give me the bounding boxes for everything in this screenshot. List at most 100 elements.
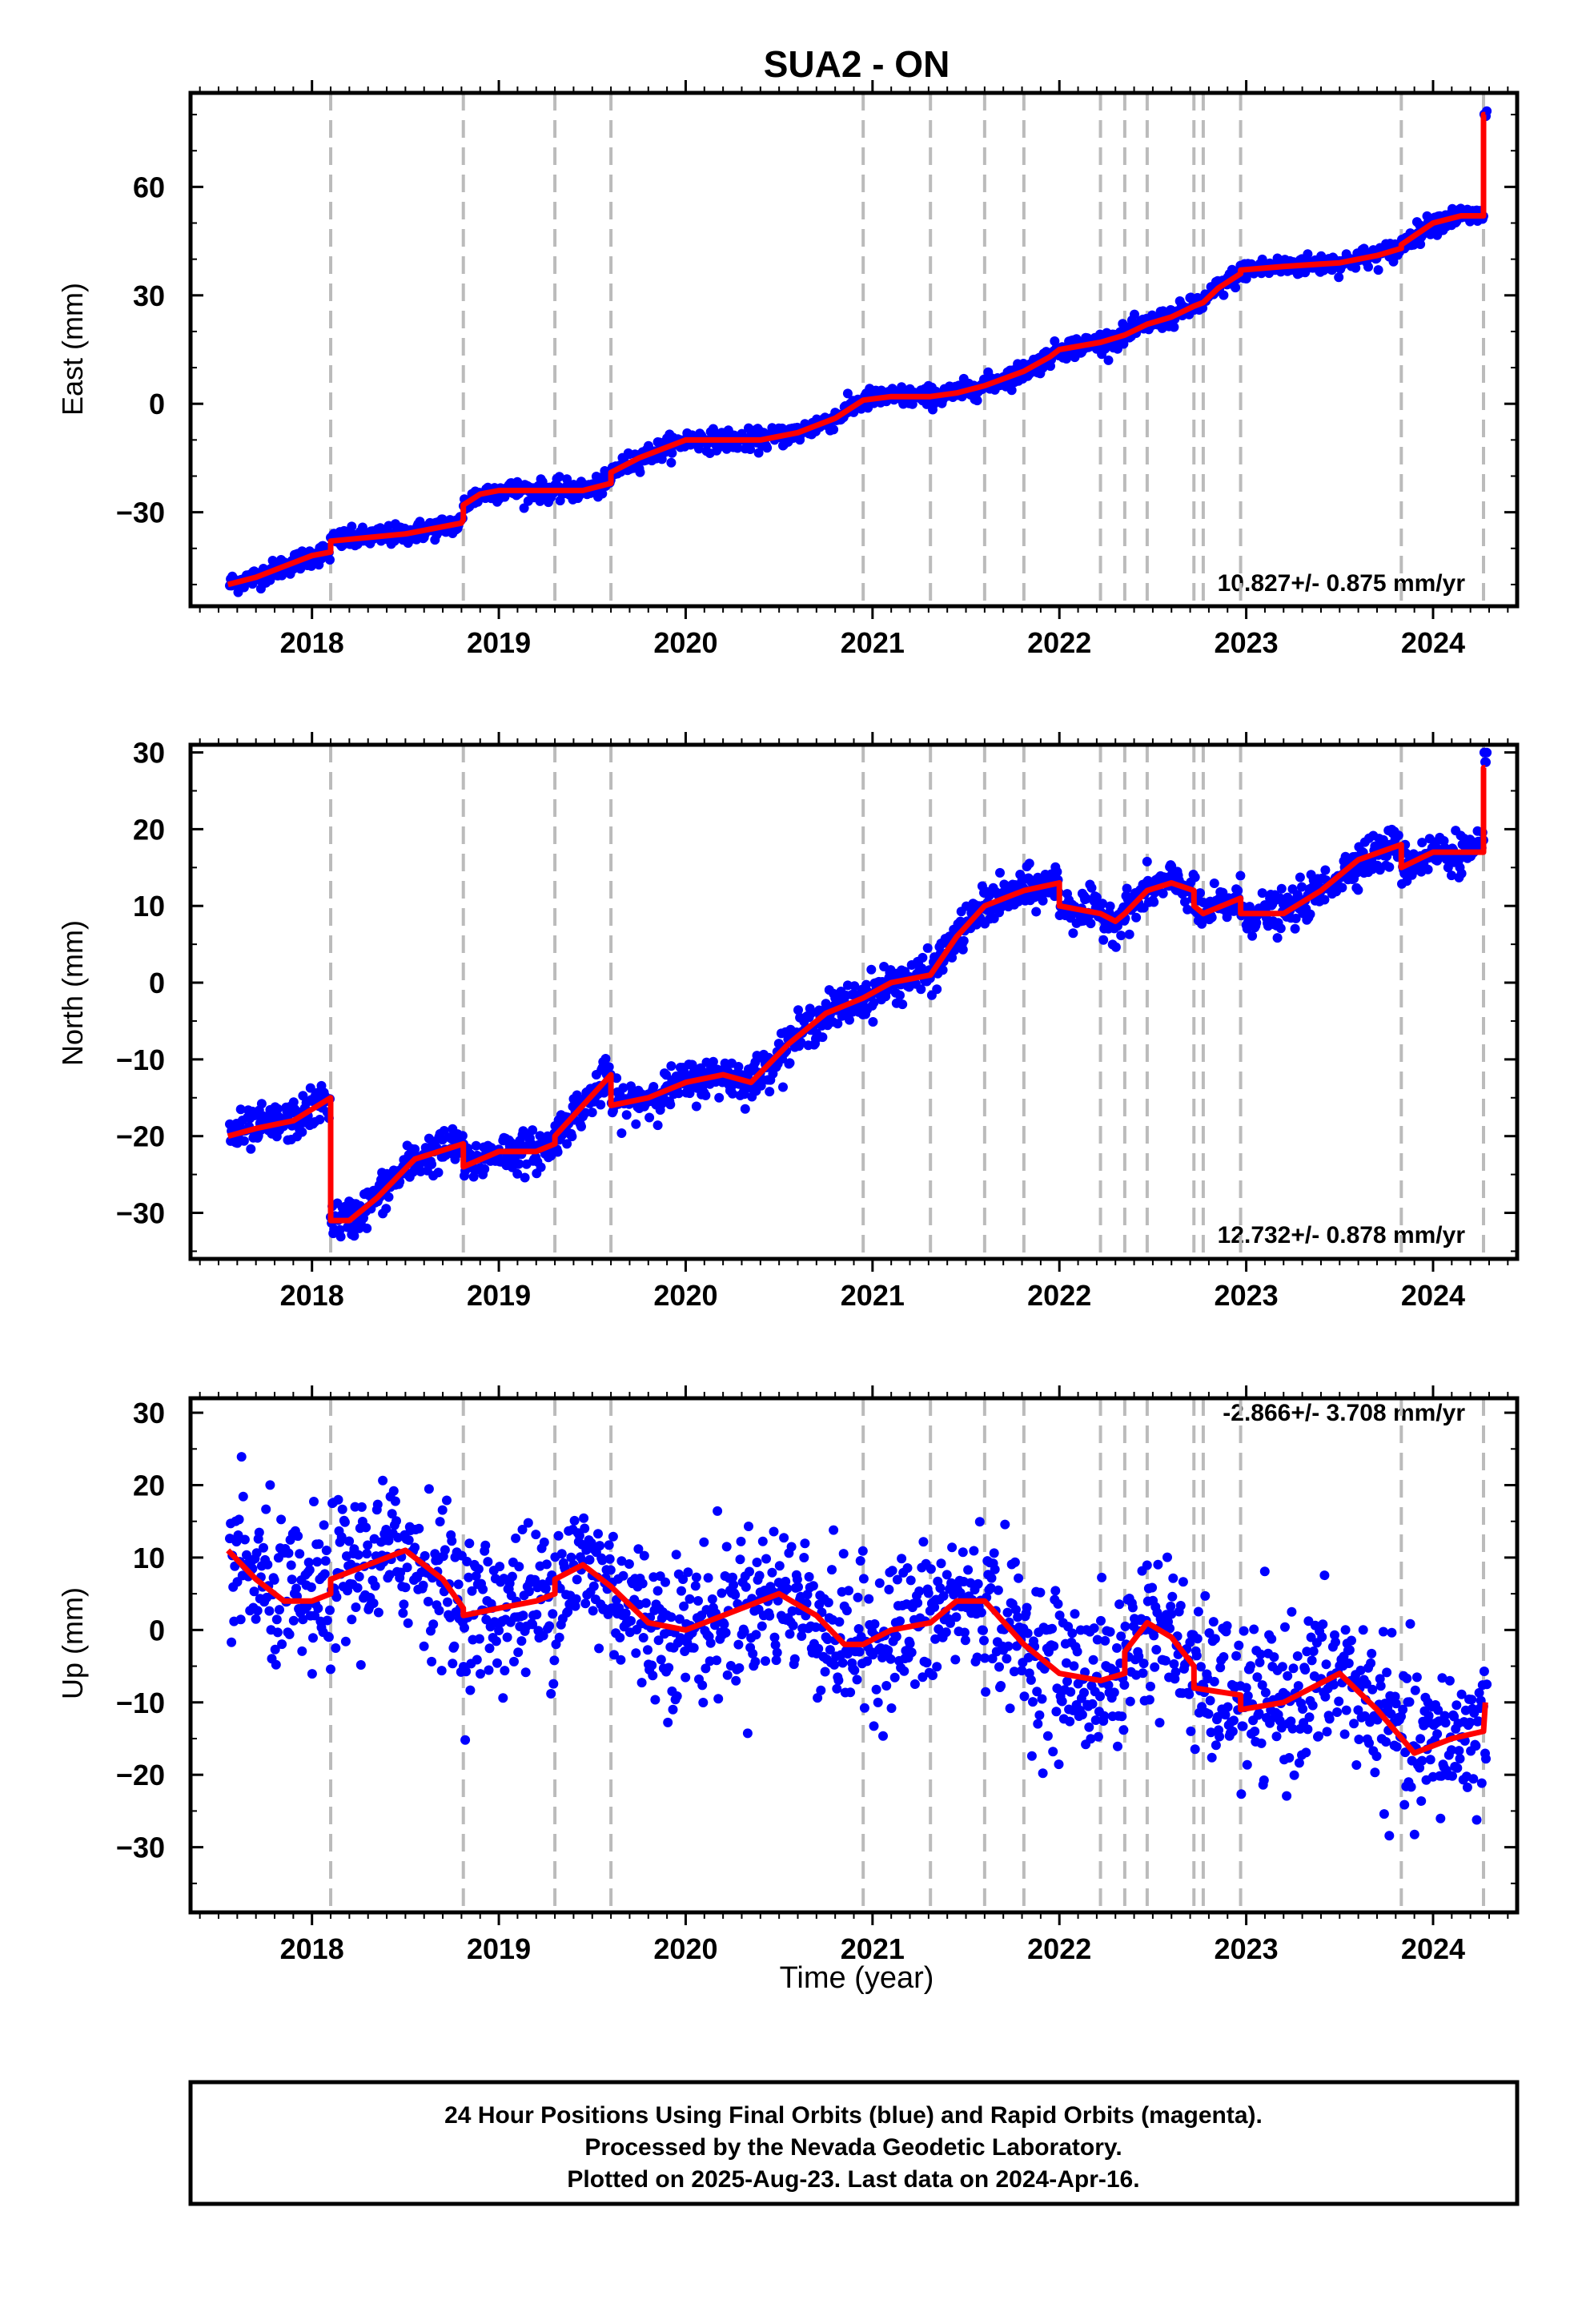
up-data-point-272 [453,1579,464,1590]
north-data-point-1323 [1337,883,1347,893]
up-data-point-1035 [1095,1691,1105,1702]
up-data-point-1168 [1207,1752,1217,1763]
north-xtick-label: 2021 [841,1279,905,1312]
up-data-point-45 [263,1559,273,1570]
up-data-point-1451 [1444,1675,1455,1686]
up-data-point-1231 [1259,1566,1270,1577]
up-data-point-256 [440,1545,450,1555]
north-data-point-186 [381,1204,391,1214]
up-data-point-364 [531,1530,541,1540]
east-data-point-350 [519,503,529,513]
up-data-point-18 [239,1534,250,1545]
north-ytick-label: 10 [133,890,165,923]
east-data-point-619 [745,444,756,454]
up-data-point-1359 [1367,1684,1378,1695]
east-data-point-1319 [1334,272,1344,283]
up-data-point-392 [554,1632,564,1642]
north-data-point-1024 [1086,919,1096,929]
up-data-point-195 [388,1486,399,1496]
up-data-point-532 [672,1691,682,1701]
up-data-point-1014 [1077,1710,1087,1720]
up-data-point-607 [735,1554,745,1565]
up-data-point-1340 [1351,1760,1362,1770]
up-data-point-1416 [1415,1734,1426,1744]
up-data-point-754 [858,1574,869,1584]
up-data-point-1417 [1416,1796,1427,1806]
up-data-point-949 [1022,1628,1033,1638]
up-data-point-562 [697,1680,708,1691]
up-data-point-683 [799,1553,809,1562]
up-data-point-1343 [1354,1735,1364,1744]
up-data-point-154 [354,1571,364,1582]
up-data-point-580 [713,1506,723,1516]
north-data-point-303 [480,1164,490,1174]
up-data-point-1483 [1472,1815,1482,1825]
up-data-point-1033 [1093,1731,1103,1742]
up-data-point-1203 [1236,1789,1247,1799]
up-data-point-120 [326,1664,335,1675]
up-data-point-250 [435,1517,445,1527]
up-data-point-344 [514,1562,524,1572]
north-ytick-label: 20 [133,813,165,846]
up-data-point-55 [271,1659,281,1670]
up-data-point-878 [963,1565,974,1575]
up-data-point-1379 [1384,1831,1395,1841]
up-data-point-422 [580,1523,590,1534]
up-data-point-585 [717,1588,727,1598]
up-data-point-659 [779,1533,789,1543]
up-data-point-1397 [1399,1799,1410,1810]
east-rate-label: 10.827+/- 0.875 mm/yr [1218,570,1466,597]
up-data-point-592 [722,1670,733,1680]
up-data-point-1064 [1119,1680,1130,1690]
north-data-point-642 [765,1087,775,1097]
up-data-point-986 [1054,1759,1064,1770]
up-data-point-890 [973,1578,983,1589]
up-data-point-1270 [1292,1651,1303,1661]
up-data-point-730 [838,1549,849,1559]
up-data-point-703 [816,1685,826,1695]
east-xtick-label: 2023 [1215,626,1279,659]
up-data-point-410 [569,1515,580,1526]
up-data-point-1205 [1238,1721,1248,1731]
up-data-point-1095 [1146,1681,1155,1691]
up-data-point-76 [288,1615,299,1626]
east-ytick-label: 0 [149,388,165,420]
up-data-point-1230 [1259,1775,1269,1785]
up-data-point-885 [969,1546,979,1556]
up-data-point-1357 [1366,1658,1376,1668]
north-panel: North (mm) 12.732+/- 0.878 mm/yr −30−20−… [56,732,1520,1312]
up-data-point-307 [483,1557,493,1567]
north-data-point-1025 [1086,883,1097,893]
up-data-point-786 [885,1654,896,1664]
up-data-point-355 [523,1518,533,1528]
up-data-point-1242 [1269,1652,1279,1663]
up-data-point-296 [473,1564,484,1574]
up-data-point-783 [883,1645,893,1655]
up-data-point-1214 [1246,1661,1255,1671]
up-data-point-1123 [1169,1659,1179,1669]
up-data-point-618 [745,1566,754,1577]
up-data-point-14 [236,1452,247,1462]
up-data-point-654 [774,1561,785,1571]
up-data-point-506 [650,1695,661,1705]
up-data-point-672 [789,1654,800,1664]
up-data-point-1087 [1138,1659,1149,1669]
up-data-point-666 [785,1629,795,1639]
up-data-point-502 [647,1660,657,1671]
up-data-point-1289 [1308,1647,1319,1656]
up-data-point-1364 [1371,1751,1382,1761]
north-data-point-163 [362,1223,372,1233]
up-data-point-1266 [1289,1770,1299,1780]
up-data-point-591 [721,1542,732,1552]
up-data-point-915 [994,1662,1004,1672]
up-data-point-83 [295,1549,305,1559]
east-data-point-995 [1062,354,1071,364]
up-data-point-207 [399,1599,409,1610]
up-data-point-552 [689,1642,699,1653]
up-data-point-1086 [1138,1668,1148,1679]
up-data-point-802 [899,1666,909,1676]
up-data-point-365 [532,1610,542,1620]
up-data-point-574 [707,1594,717,1604]
up-data-point-924 [1002,1654,1012,1664]
